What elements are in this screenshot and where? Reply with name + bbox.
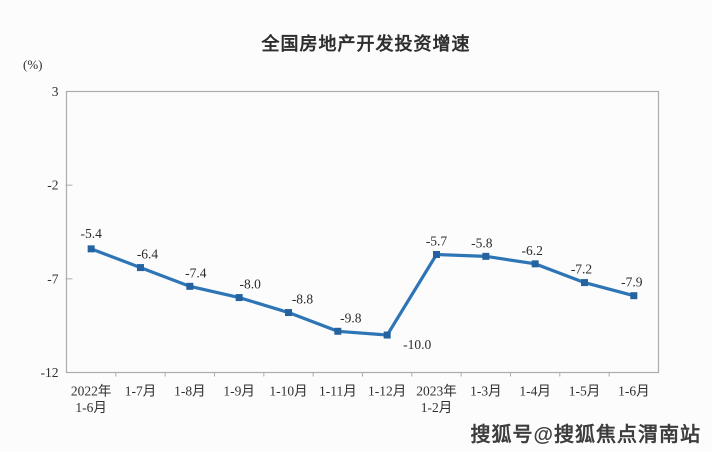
data-label: -8.0 — [239, 277, 261, 292]
data-label: -5.7 — [426, 233, 448, 248]
data-line — [90, 247, 635, 337]
data-label: -7.9 — [621, 275, 643, 290]
data-point-marker — [433, 250, 440, 258]
data-label: -7.2 — [571, 262, 592, 277]
data-label: -8.8 — [292, 292, 314, 307]
data-point-marker — [482, 252, 490, 260]
data-label: -6.4 — [137, 247, 159, 262]
data-label: -7.4 — [185, 265, 207, 280]
data-point-marker — [186, 282, 194, 290]
y-tick-label: -12 — [41, 365, 59, 380]
plot-border — [65, 90, 660, 374]
x-axis-label: 1-12月 — [368, 384, 406, 399]
chart-title: 全国房地产开发投资增速 — [261, 34, 471, 54]
x-axis-label: 1-8月 — [174, 384, 206, 399]
x-axis-label: 1-11月 — [319, 384, 357, 399]
data-point-marker — [137, 264, 144, 272]
x-axis-label: 1-3月 — [470, 384, 502, 399]
data-point-marker — [87, 245, 95, 253]
y-tick-label: -7 — [47, 271, 58, 286]
data-point-marker — [334, 327, 342, 335]
sohu-watermark: 搜狐号@搜狐焦点渭南站 — [470, 424, 701, 446]
x-axis-label: 1-4月 — [519, 384, 551, 399]
data-point-marker — [630, 292, 638, 300]
data-label: -9.8 — [340, 310, 362, 325]
data-point-marker — [235, 294, 243, 302]
data-point-marker — [285, 309, 292, 317]
data-label: -10.0 — [403, 337, 431, 352]
data-point-marker — [581, 279, 588, 287]
x-axis-label: 2022年 1-6月 — [71, 384, 112, 416]
data-label: -6.2 — [521, 243, 542, 258]
x-axis-label: 2023年 1-2月 — [416, 384, 457, 416]
x-axis-label: 1-10月 — [269, 384, 307, 399]
data-label: -5.8 — [471, 235, 493, 250]
x-axis-label: 1-5月 — [569, 384, 601, 399]
y-axis-unit-label: (%) — [23, 57, 43, 72]
y-tick-label: -2 — [47, 178, 58, 193]
data-label: -5.4 — [80, 226, 102, 241]
x-axis-label: 1-7月 — [125, 384, 157, 399]
x-axis-label: 1-9月 — [223, 384, 255, 399]
data-point-marker — [383, 331, 391, 339]
x-axis-label: 1-6月 — [618, 384, 650, 399]
data-point-marker — [531, 260, 539, 268]
y-tick-label: 3 — [52, 84, 59, 99]
